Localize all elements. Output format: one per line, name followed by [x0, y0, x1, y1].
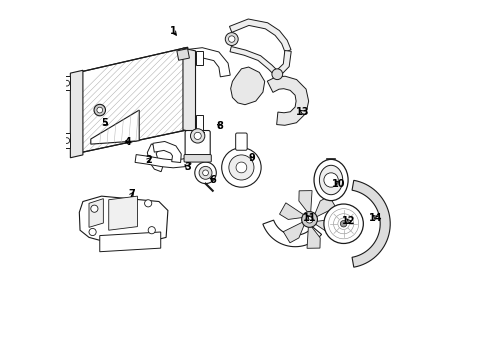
- Polygon shape: [183, 48, 196, 133]
- Circle shape: [194, 132, 201, 139]
- Text: 12: 12: [342, 216, 356, 226]
- Circle shape: [148, 226, 155, 234]
- Circle shape: [341, 221, 347, 227]
- Polygon shape: [63, 134, 71, 148]
- FancyBboxPatch shape: [185, 131, 210, 161]
- Circle shape: [236, 162, 247, 173]
- Text: 14: 14: [369, 213, 383, 222]
- Polygon shape: [78, 47, 188, 153]
- Circle shape: [195, 162, 216, 184]
- FancyBboxPatch shape: [236, 133, 247, 150]
- Polygon shape: [313, 196, 336, 219]
- Polygon shape: [312, 220, 340, 236]
- Polygon shape: [283, 220, 306, 243]
- Circle shape: [94, 104, 105, 116]
- Polygon shape: [352, 180, 390, 267]
- Text: 13: 13: [295, 107, 309, 117]
- Text: 6: 6: [209, 175, 216, 185]
- Ellipse shape: [314, 159, 348, 201]
- Polygon shape: [263, 220, 321, 247]
- Text: 4: 4: [125, 138, 132, 147]
- Polygon shape: [307, 223, 320, 248]
- Polygon shape: [230, 46, 279, 76]
- Circle shape: [191, 129, 205, 143]
- Polygon shape: [63, 76, 71, 90]
- Circle shape: [225, 33, 238, 45]
- Circle shape: [229, 155, 254, 180]
- Polygon shape: [229, 19, 291, 52]
- Polygon shape: [275, 50, 291, 76]
- Circle shape: [272, 69, 283, 80]
- Polygon shape: [91, 110, 139, 144]
- Circle shape: [89, 228, 96, 235]
- Text: 3: 3: [184, 162, 191, 172]
- Polygon shape: [196, 51, 203, 65]
- Polygon shape: [71, 70, 83, 158]
- Polygon shape: [109, 196, 137, 230]
- Circle shape: [64, 80, 70, 86]
- Polygon shape: [279, 203, 307, 220]
- Circle shape: [228, 36, 235, 42]
- Circle shape: [302, 212, 318, 227]
- Polygon shape: [135, 154, 191, 168]
- Polygon shape: [89, 199, 103, 227]
- Circle shape: [324, 173, 338, 187]
- Ellipse shape: [319, 165, 343, 195]
- Circle shape: [97, 107, 102, 113]
- Polygon shape: [153, 141, 181, 162]
- Polygon shape: [100, 232, 161, 252]
- Circle shape: [64, 138, 70, 143]
- Circle shape: [145, 200, 152, 207]
- Circle shape: [221, 148, 261, 187]
- Polygon shape: [177, 49, 190, 60]
- Text: 9: 9: [249, 153, 256, 163]
- Text: 10: 10: [332, 179, 345, 189]
- Polygon shape: [147, 144, 164, 172]
- Text: 5: 5: [101, 118, 108, 128]
- Circle shape: [199, 166, 212, 179]
- Polygon shape: [299, 190, 312, 216]
- Polygon shape: [231, 67, 265, 105]
- Circle shape: [91, 205, 98, 212]
- Text: 1: 1: [170, 26, 177, 36]
- Polygon shape: [79, 196, 168, 243]
- Circle shape: [306, 216, 313, 223]
- Text: 7: 7: [129, 189, 135, 199]
- Polygon shape: [196, 116, 203, 130]
- Polygon shape: [187, 48, 230, 77]
- Circle shape: [203, 170, 208, 176]
- Circle shape: [324, 204, 364, 243]
- Text: 2: 2: [145, 155, 151, 165]
- Polygon shape: [268, 76, 309, 125]
- Text: 8: 8: [217, 121, 223, 131]
- FancyBboxPatch shape: [184, 154, 211, 162]
- Text: 11: 11: [303, 213, 317, 222]
